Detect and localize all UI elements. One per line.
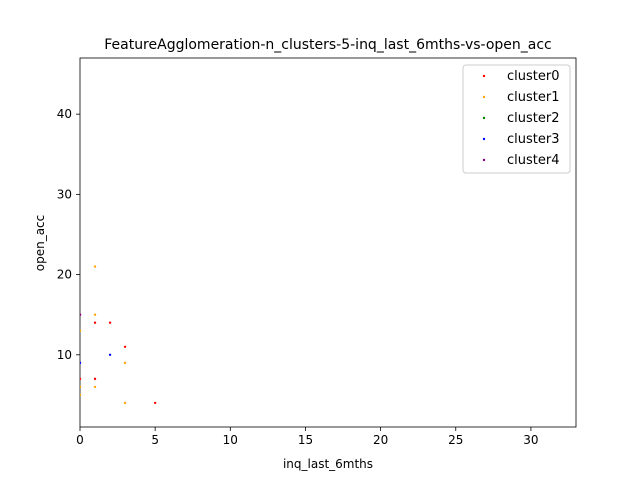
- legend-marker-cluster3: [482, 137, 486, 141]
- y-axis-label: open_acc: [33, 215, 47, 272]
- legend-label-cluster2: cluster2: [507, 111, 559, 126]
- cluster0-point: [108, 321, 112, 324]
- cluster1-point: [123, 401, 127, 405]
- legend-label-cluster1: cluster1: [507, 90, 559, 105]
- chart-title: FeatureAgglomeration-n_clusters-5-inq_la…: [104, 37, 552, 53]
- legend-frame: [462, 64, 571, 174]
- y-tick-label: 40: [57, 107, 72, 121]
- cluster1-point: [93, 385, 97, 389]
- cluster1-point: [80, 393, 82, 397]
- legend-marker-cluster2: [482, 116, 486, 120]
- cluster0-point: [93, 377, 97, 381]
- x-tick-label: 25: [448, 433, 463, 447]
- cluster1-point: [93, 265, 97, 268]
- x-tick-label: 0: [76, 433, 84, 447]
- x-axis-label: inq_last_6mths: [283, 457, 373, 471]
- cluster1-point: [93, 313, 97, 316]
- y-tick-label: 30: [57, 187, 72, 201]
- cluster1-point: [80, 329, 82, 332]
- legend: cluster0 cluster1 cluster2 cluster3 cluster4: [462, 64, 571, 174]
- x-tick-label: 30: [523, 433, 538, 447]
- legend-marker-cluster0: [482, 74, 486, 78]
- y-tick-label: 20: [57, 268, 72, 282]
- x-tick-label: 20: [373, 433, 388, 447]
- cluster3-point: [108, 353, 112, 357]
- y-axis-ticks: 10 20 30 40: [57, 107, 80, 362]
- cluster0-point: [93, 321, 97, 324]
- legend-marker-cluster1: [482, 95, 486, 99]
- legend-label-cluster0: cluster0: [507, 69, 559, 84]
- y-tick-label: 10: [57, 348, 72, 362]
- cluster1-point: [123, 361, 127, 365]
- cluster0-point: [123, 345, 127, 348]
- legend-label-cluster3: cluster3: [507, 132, 559, 147]
- x-tick-label: 15: [298, 433, 313, 447]
- cluster1-point: [80, 385, 82, 389]
- cluster4-point: [80, 313, 82, 316]
- x-axis-ticks: 0 5 10 15 20 25 30: [76, 427, 539, 447]
- cluster3-point: [80, 361, 82, 365]
- points-layer: [80, 265, 157, 405]
- cluster0-point: [80, 377, 82, 381]
- legend-marker-cluster4: [482, 158, 486, 162]
- legend-label-cluster4: cluster4: [507, 153, 559, 168]
- x-tick-label: 5: [151, 433, 159, 447]
- cluster0-point: [153, 401, 157, 405]
- x-tick-label: 10: [223, 433, 238, 447]
